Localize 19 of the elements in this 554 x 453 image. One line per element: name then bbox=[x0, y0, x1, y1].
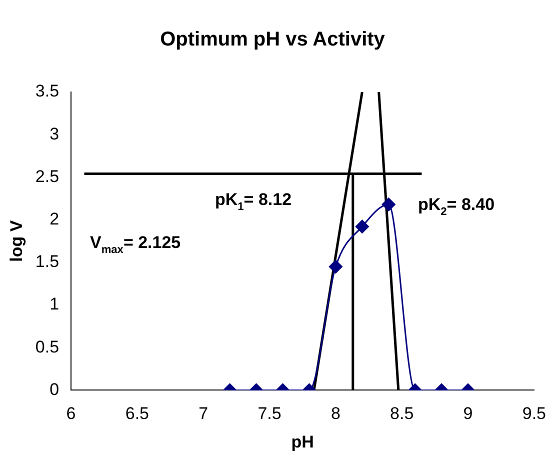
chart-title: Optimum pH vs Activity bbox=[160, 28, 386, 51]
y-tick-label: 0 bbox=[50, 380, 60, 399]
y-tick-label: 3.5 bbox=[35, 82, 60, 101]
y-tick-label: 0.5 bbox=[35, 337, 60, 356]
x-axis-title: pH bbox=[291, 432, 314, 452]
y-tick-label: 3 bbox=[50, 124, 60, 144]
x-tick-label: 9.5 bbox=[522, 404, 546, 424]
x-tick-label: 7.5 bbox=[258, 404, 282, 424]
y-axis-title: log V bbox=[6, 220, 26, 262]
x-tick-label: 6.5 bbox=[125, 404, 150, 424]
y-tick-label: 2 bbox=[50, 209, 60, 228]
y-tick-label: 1 bbox=[50, 294, 60, 314]
x-tick-label: 6 bbox=[66, 404, 76, 424]
x-tick-label: 8 bbox=[330, 404, 340, 424]
y-tick-label: 2.5 bbox=[35, 166, 60, 186]
x-tick-label: 9 bbox=[463, 404, 473, 424]
x-tick-label: 7 bbox=[198, 404, 208, 424]
y-tick-label: 1.5 bbox=[35, 252, 60, 272]
x-tick-label: 8.5 bbox=[390, 404, 414, 424]
